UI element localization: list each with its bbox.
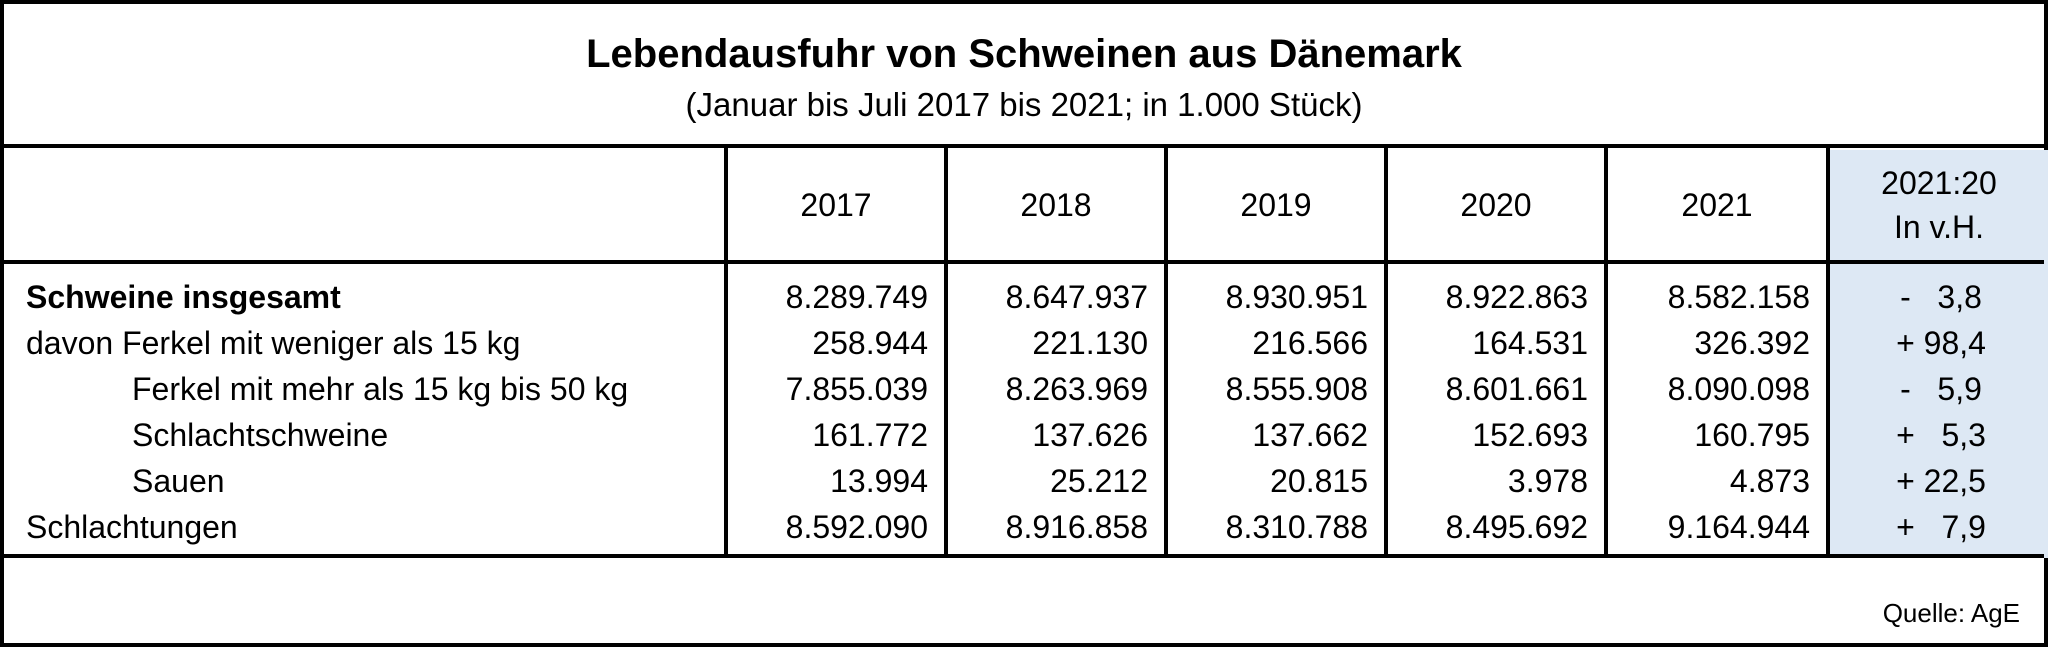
col-divider: [1826, 144, 1830, 558]
cell-value: 9.164.944: [1667, 509, 1810, 545]
cell-value: 8.555.908: [1225, 371, 1368, 407]
cell-value: 8.647.937: [1005, 279, 1148, 315]
cell-value: 326.392: [1694, 325, 1810, 361]
table-row: davon Ferkel mit weniger als 15 kg 258.9…: [4, 320, 2044, 366]
row-label: Ferkel mit mehr als 15 kg bis 50 kg: [132, 371, 629, 407]
cell-value: 160.795: [1694, 417, 1810, 453]
col-header-2019: 2019: [1240, 187, 1312, 223]
cell-value: 137.626: [1032, 417, 1148, 453]
col-header-2020: 2020: [1460, 187, 1532, 223]
col-header-2017: 2017: [800, 187, 872, 223]
table-subtitle: (Januar bis Juli 2017 bis 2021; in 1.000…: [685, 86, 1363, 123]
rule-below-header: [4, 260, 2044, 264]
col-header-2018: 2018: [1020, 187, 1092, 223]
cell-value: 8.289.749: [785, 279, 928, 315]
cell-change: + 22,5: [1896, 463, 1986, 499]
source-note: Quelle: AgE: [1882, 598, 2020, 628]
cell-value: 161.772: [812, 417, 928, 453]
rule-below-title: [4, 144, 2044, 148]
col-header-change: 2021:20 In v.H.: [1830, 150, 2048, 260]
cell-value: 8.582.158: [1667, 279, 1810, 315]
cell-value: 8.592.090: [785, 509, 928, 545]
rule-below-body: [4, 554, 2044, 558]
change-header-line1: 2021:20: [1881, 165, 1997, 201]
cell-value: 4.873: [1729, 463, 1810, 499]
cell-value: 8.495.692: [1445, 509, 1588, 545]
row-label: Sauen: [132, 463, 225, 499]
cell-value: 221.130: [1032, 325, 1148, 361]
cell-value: 20.815: [1270, 463, 1368, 499]
change-header-line2: In v.H.: [1893, 209, 1985, 245]
cell-change: - 3,8: [1900, 279, 1982, 315]
cell-value: 8.310.788: [1225, 509, 1368, 545]
cell-change: + 5,3: [1896, 417, 1986, 453]
cell-value: 8.601.661: [1445, 371, 1588, 407]
cell-value: 152.693: [1472, 417, 1588, 453]
table-row: Schlachtungen 8.592.090 8.916.858 8.310.…: [4, 504, 2044, 550]
table-row: Schweine insgesamt 8.289.749 8.647.937 8…: [4, 274, 2044, 320]
col-divider: [1164, 144, 1168, 558]
row-label: Schlachtschweine: [132, 417, 389, 453]
col-divider: [724, 144, 728, 558]
cell-value: 8.916.858: [1005, 509, 1148, 545]
cell-value: 8.090.098: [1667, 371, 1810, 407]
row-label: davon Ferkel mit weniger als 15 kg: [26, 325, 521, 361]
cell-value: 216.566: [1252, 325, 1368, 361]
cell-value: 25.212: [1050, 463, 1148, 499]
cell-value: 8.930.951: [1225, 279, 1368, 315]
row-label: Schlachtungen: [26, 509, 238, 545]
cell-value: 137.662: [1252, 417, 1368, 453]
table-row: Sauen 13.994 25.212 20.815 3.978 4.873 +…: [4, 458, 2044, 504]
col-divider: [1384, 144, 1388, 558]
cell-value: 164.531: [1472, 325, 1588, 361]
col-divider: [1604, 144, 1608, 558]
cell-change: + 98,4: [1896, 325, 1986, 361]
table-row: Schlachtschweine 161.772 137.626 137.662…: [4, 412, 2044, 458]
cell-value: 8.922.863: [1445, 279, 1588, 315]
cell-change: - 5,9: [1900, 371, 1982, 407]
cell-value: 13.994: [830, 463, 928, 499]
table-row: Ferkel mit mehr als 15 kg bis 50 kg 7.85…: [4, 366, 2044, 412]
col-divider: [944, 144, 948, 558]
cell-change: + 7,9: [1896, 509, 1986, 545]
cell-value: 3.978: [1507, 463, 1588, 499]
cell-value: 7.855.039: [785, 371, 928, 407]
col-header-2021: 2021: [1681, 187, 1753, 223]
cell-value: 8.263.969: [1005, 371, 1148, 407]
change-column-highlight: [1830, 150, 2048, 558]
title-block: Lebendausfuhr von Schweinen aus Dänemark…: [4, 4, 2044, 144]
table-title: Lebendausfuhr von Schweinen aus Dänemark: [586, 32, 1462, 76]
row-label: Schweine insgesamt: [26, 279, 341, 315]
cell-value: 258.944: [812, 325, 928, 361]
